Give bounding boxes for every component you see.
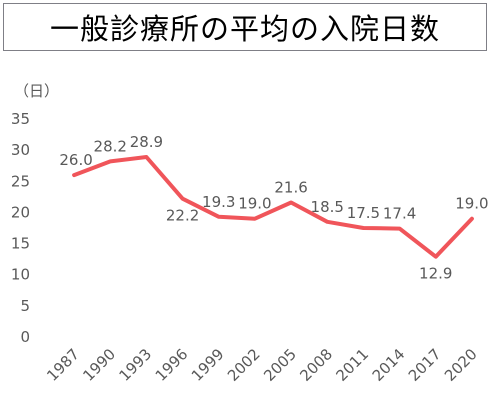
y-tick-label: 15 — [11, 235, 30, 253]
y-tick-label: 30 — [11, 141, 30, 159]
data-label: 17.4 — [383, 205, 416, 223]
data-label: 26.0 — [59, 151, 92, 169]
y-tick-label: 25 — [11, 172, 30, 190]
series-line — [72, 155, 474, 259]
x-tick-label: 2014 — [369, 345, 409, 385]
data-labels: 26.028.2 28.922.219.3 19.021.618.5 17.5 17.4… — [59, 133, 488, 283]
x-tick-label: 1993 — [116, 345, 156, 385]
y-unit-label: （日） — [14, 82, 59, 100]
data-label: 22.2 — [166, 207, 199, 225]
x-tick-label: 2017 — [405, 345, 445, 385]
y-tick-label: 35 — [11, 110, 30, 128]
x-tick-label: 2005 — [260, 345, 300, 385]
y-tick-label: 10 — [11, 266, 30, 284]
x-tick-label: 1999 — [188, 345, 228, 385]
x-tick-label: 2002 — [224, 345, 264, 385]
data-label: 28.9 — [130, 133, 163, 151]
y-axis-ticks: 0 5 10 15 20 25 30 35 — [11, 110, 30, 346]
data-label: 17.5 — [347, 204, 380, 222]
data-label: 19.3 — [202, 193, 235, 211]
data-label: 28.2 — [94, 137, 127, 155]
x-tick-label: 2011 — [333, 345, 373, 385]
data-label: 18.5 — [311, 198, 344, 216]
data-label: 19.0 — [238, 195, 271, 213]
x-tick-label: 1990 — [79, 345, 119, 385]
x-tick-label: 1996 — [152, 345, 192, 385]
y-tick-label: 0 — [20, 328, 30, 346]
data-label: 12.9 — [419, 265, 452, 283]
chart-title-box: 一般診療所の平均の入院日数 — [3, 3, 487, 51]
x-tick-label: 1987 — [43, 345, 83, 385]
x-axis-ticks: 1987199019931996199920022005200820112014… — [43, 345, 481, 385]
series-group — [72, 155, 474, 259]
y-tick-label: 20 — [11, 203, 30, 221]
x-tick-label: 2020 — [441, 345, 481, 385]
data-label: 21.6 — [274, 178, 307, 196]
x-tick-label: 2008 — [296, 345, 336, 385]
y-tick-label: 5 — [20, 297, 30, 315]
chart-title: 一般診療所の平均の入院日数 — [49, 12, 440, 46]
data-label: 19.0 — [455, 195, 488, 213]
